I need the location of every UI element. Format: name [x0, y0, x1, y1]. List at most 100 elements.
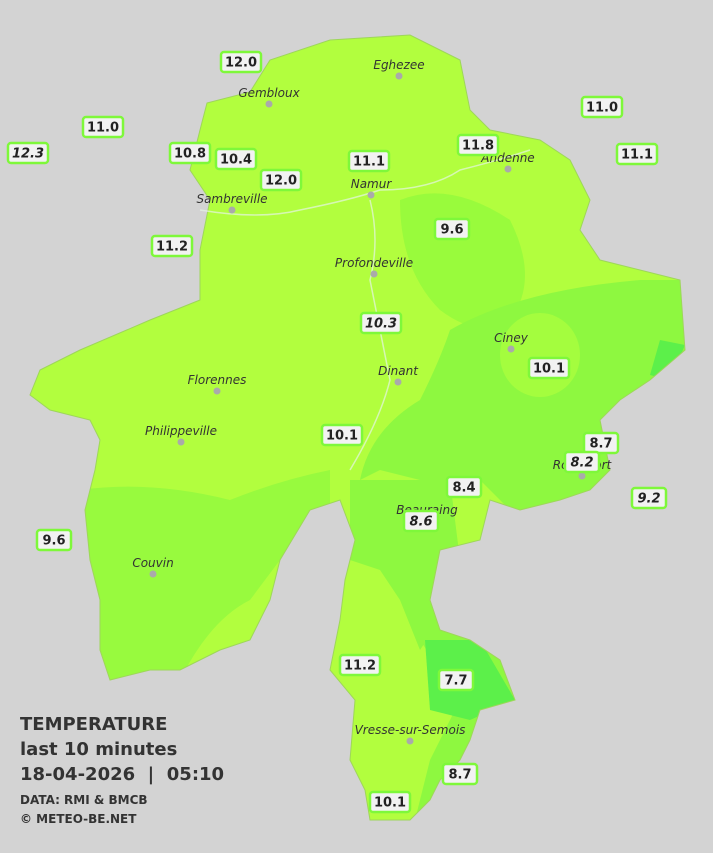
station: 7.7: [437, 668, 475, 692]
station-box: [630, 486, 668, 510]
station-value: 10.4: [220, 153, 252, 168]
station-value: 8.2: [570, 456, 593, 471]
footer-copyright: © METEO-BE.NET: [20, 812, 137, 826]
station-value: 11.1: [353, 155, 385, 170]
town-name: Namur: [351, 177, 393, 191]
station: 9.6: [433, 217, 471, 241]
station-box: [437, 668, 475, 692]
town-dot: [578, 472, 586, 480]
station-box: [580, 95, 624, 119]
station-box: [456, 133, 500, 157]
footer-subtitle: last 10 minutes: [20, 739, 177, 760]
stations: 12.0 11.0 12.3 10.8 10.4 12.0 11.1 11.8 11.0 11.1…: [6, 50, 668, 814]
town-dot: [507, 345, 515, 353]
station: 10.8: [168, 141, 212, 165]
station: 9.6: [35, 528, 73, 552]
town-name: Sambreville: [196, 192, 267, 206]
station-value: 9.6: [42, 534, 65, 549]
station-value: 9.2: [637, 492, 660, 507]
station-box: [347, 149, 391, 173]
town-dot: [213, 387, 221, 395]
station-value: 12.0: [225, 56, 257, 71]
town-name: Eghezee: [373, 58, 424, 72]
station-value: 11.0: [87, 121, 119, 136]
station-box: [615, 142, 659, 166]
station-value: 10.1: [326, 429, 358, 444]
station: 10.1: [368, 790, 412, 814]
station-value: 11.8: [462, 139, 494, 154]
station: 12.0: [219, 50, 263, 74]
station-box: [219, 50, 263, 74]
town-dot: [177, 438, 185, 446]
station: 12.0: [259, 168, 303, 192]
station-box: [338, 653, 382, 677]
station-box: [582, 431, 620, 455]
station: 10.1: [527, 356, 571, 380]
station: 12.3: [6, 141, 50, 165]
town-dot: [406, 737, 414, 745]
town-dot: [367, 191, 375, 199]
station-value: 12.3: [12, 147, 44, 162]
station: 10.3: [359, 311, 403, 335]
station: 10.4: [214, 147, 258, 171]
town-name: Vresse-sur-Semois: [355, 723, 466, 737]
station-value: 12.0: [265, 174, 297, 189]
footer-title: TEMPERATURE: [20, 714, 167, 735]
station-box: [402, 509, 440, 533]
station: 9.2: [630, 486, 668, 510]
station-value: 8.6: [409, 515, 432, 530]
station-value: 8.7: [448, 768, 471, 783]
station-box: [433, 217, 471, 241]
station-box: [259, 168, 303, 192]
station: 11.0: [580, 95, 624, 119]
station: 8.7: [582, 431, 620, 455]
station-value: 9.6: [440, 223, 463, 238]
town-name: Dinant: [378, 364, 419, 378]
town-dot: [504, 165, 512, 173]
station: 11.2: [150, 234, 194, 258]
town-name: Florennes: [188, 373, 247, 387]
station-value: 11.0: [586, 101, 618, 116]
station: 11.2: [338, 653, 382, 677]
station-value: 11.2: [344, 659, 376, 674]
station-value: 8.7: [589, 437, 612, 452]
town-name: Philippeville: [145, 424, 217, 438]
footer-datetime: 18-04-2026 | 05:10: [20, 764, 224, 785]
station-value: 10.1: [374, 796, 406, 811]
station-box: [445, 475, 483, 499]
station-box: [527, 356, 571, 380]
town-dot: [265, 100, 273, 108]
town-dot: [228, 206, 236, 214]
station-box: [81, 115, 125, 139]
station: 11.8: [456, 133, 500, 157]
station-box: [563, 450, 601, 474]
station-box: [168, 141, 212, 165]
station: 8.6: [402, 509, 440, 533]
station-value: 7.7: [444, 674, 467, 689]
station-value: 8.4: [452, 481, 475, 496]
town-name: Ciney: [494, 331, 529, 345]
footer-source: DATA: RMI & BMCB: [20, 793, 148, 807]
station: 11.1: [615, 142, 659, 166]
station: 10.1: [320, 423, 364, 447]
station-box: [214, 147, 258, 171]
town-dot: [370, 270, 378, 278]
station-value: 11.2: [156, 240, 188, 255]
station: 11.1: [347, 149, 391, 173]
station: 8.2: [563, 450, 601, 474]
station-value: 10.3: [365, 317, 397, 332]
station-value: 10.8: [174, 147, 206, 162]
station-box: [150, 234, 194, 258]
town-name: Gembloux: [238, 86, 300, 100]
town-dot: [149, 570, 157, 578]
station-value: 10.1: [533, 362, 565, 377]
station-box: [368, 790, 412, 814]
station-box: [6, 141, 50, 165]
station: 11.0: [81, 115, 125, 139]
station: 8.4: [445, 475, 483, 499]
town-dot: [394, 378, 402, 386]
station-box: [441, 762, 479, 786]
town-name: Profondeville: [335, 256, 413, 270]
station: 8.7: [441, 762, 479, 786]
